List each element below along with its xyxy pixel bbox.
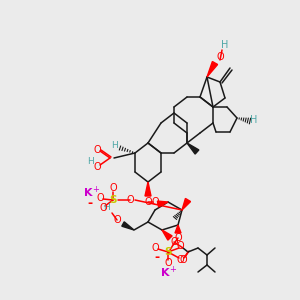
Text: O: O xyxy=(216,52,224,62)
Polygon shape xyxy=(207,61,217,77)
Text: O: O xyxy=(96,193,104,203)
Text: H: H xyxy=(103,203,110,212)
Text: O: O xyxy=(144,197,152,207)
Text: S: S xyxy=(109,195,117,205)
Text: H: H xyxy=(111,140,117,149)
Polygon shape xyxy=(145,182,151,196)
Text: O: O xyxy=(176,241,184,251)
Text: H: H xyxy=(87,157,93,166)
Text: K: K xyxy=(161,268,169,278)
Text: S: S xyxy=(164,247,172,257)
Polygon shape xyxy=(175,225,181,233)
Text: O: O xyxy=(176,255,184,265)
Polygon shape xyxy=(158,201,168,207)
Polygon shape xyxy=(187,143,199,154)
Polygon shape xyxy=(122,222,134,230)
Text: O: O xyxy=(179,255,187,265)
Text: O: O xyxy=(151,243,159,253)
Text: O: O xyxy=(93,145,101,155)
Text: O: O xyxy=(151,197,159,207)
Text: O: O xyxy=(113,215,121,225)
Text: O: O xyxy=(174,233,182,243)
Text: K: K xyxy=(84,188,92,198)
Text: O: O xyxy=(164,258,172,268)
Text: +: + xyxy=(93,185,99,194)
Text: H: H xyxy=(221,40,229,50)
Polygon shape xyxy=(182,199,190,210)
Text: O: O xyxy=(99,203,107,213)
Text: -: - xyxy=(154,251,160,265)
Text: O: O xyxy=(170,237,178,247)
Text: H: H xyxy=(250,115,258,125)
Text: O: O xyxy=(109,183,117,193)
Text: O: O xyxy=(93,162,101,172)
Text: O: O xyxy=(126,195,134,205)
Polygon shape xyxy=(162,230,172,240)
Text: -: - xyxy=(87,196,93,209)
Text: +: + xyxy=(169,266,176,274)
